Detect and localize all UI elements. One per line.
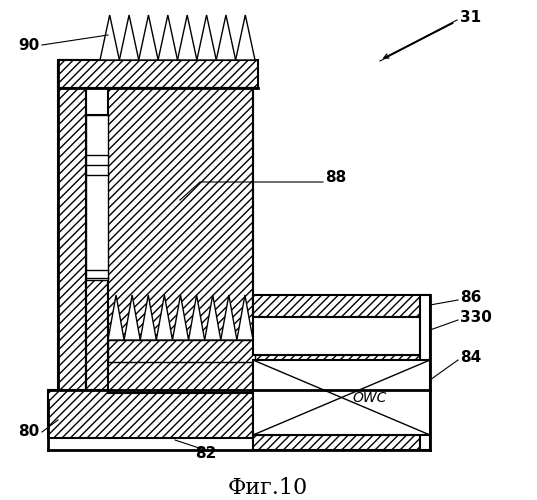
Polygon shape [221,295,237,340]
Polygon shape [236,15,255,60]
Bar [58,60,258,88]
Polygon shape [197,15,216,60]
Polygon shape [237,295,253,340]
Bar [58,60,86,400]
Polygon shape [100,15,119,60]
Polygon shape [119,15,139,60]
Bar [108,340,255,362]
Text: 82: 82 [195,446,216,460]
Polygon shape [139,15,158,60]
Bar [86,115,108,390]
Bar [420,295,430,450]
Polygon shape [124,295,140,340]
Text: 88: 88 [325,170,346,186]
Polygon shape [156,295,172,340]
Bar [253,317,430,355]
Bar [253,435,430,450]
Polygon shape [188,295,205,340]
Text: 84: 84 [460,350,481,366]
Polygon shape [140,295,156,340]
Text: 90: 90 [18,38,39,52]
Bar [253,355,430,440]
Polygon shape [172,295,188,340]
Bar [48,390,430,438]
Bar [86,115,108,280]
Bar [253,295,430,317]
Text: 80: 80 [18,424,39,440]
Text: Фиг.10: Фиг.10 [228,477,308,499]
Text: 86: 86 [460,290,481,306]
Text: 31: 31 [460,10,481,26]
Polygon shape [205,295,221,340]
Polygon shape [178,15,197,60]
Text: 330: 330 [460,310,492,326]
Polygon shape [158,15,178,60]
Bar [108,88,253,393]
Bar [253,360,430,435]
Polygon shape [108,295,124,340]
Polygon shape [216,15,236,60]
Text: OWC: OWC [353,391,387,405]
